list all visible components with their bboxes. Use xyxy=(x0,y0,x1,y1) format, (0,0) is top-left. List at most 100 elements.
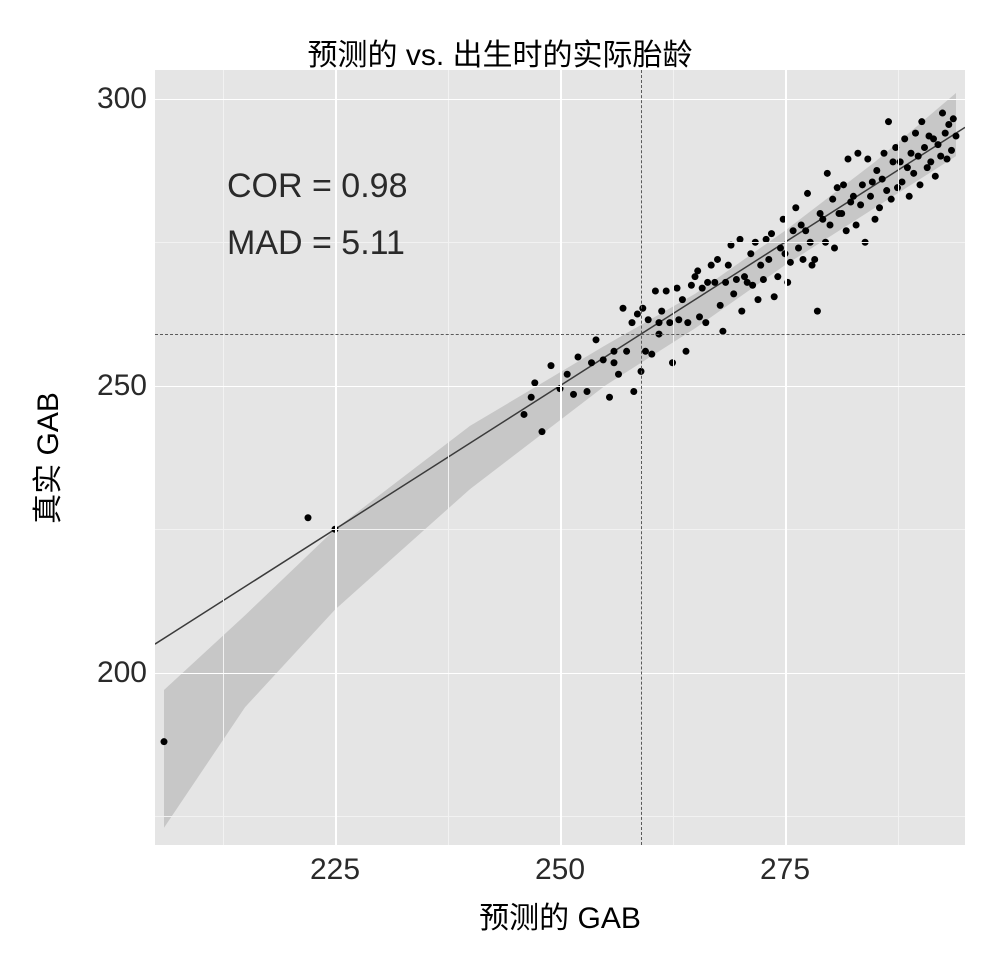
data-point xyxy=(620,305,627,312)
data-point xyxy=(696,313,703,320)
data-point xyxy=(811,256,818,263)
data-point xyxy=(834,184,841,191)
data-point xyxy=(688,282,695,289)
data-point xyxy=(161,738,168,745)
data-point xyxy=(829,196,836,203)
grid-major-v xyxy=(560,70,562,845)
data-point xyxy=(908,150,915,157)
data-point xyxy=(881,150,888,157)
data-point xyxy=(738,308,745,315)
data-point xyxy=(600,356,607,363)
data-point xyxy=(658,308,665,315)
y-tick-label: 300 xyxy=(97,82,147,116)
data-point xyxy=(714,256,721,263)
data-point xyxy=(824,170,831,177)
data-point xyxy=(888,196,895,203)
data-point xyxy=(921,144,928,151)
data-point xyxy=(885,118,892,125)
data-point xyxy=(859,181,866,188)
data-point xyxy=(615,371,622,378)
data-point xyxy=(790,227,797,234)
data-point xyxy=(787,259,794,266)
data-point xyxy=(675,316,682,323)
data-point xyxy=(548,362,555,369)
data-point xyxy=(679,296,686,303)
data-point xyxy=(904,164,911,171)
data-point xyxy=(927,158,934,165)
data-point xyxy=(674,285,681,292)
data-point xyxy=(814,308,821,315)
annotation-cor: COR = 0.98 xyxy=(227,167,407,206)
data-point xyxy=(953,133,960,140)
data-point xyxy=(935,141,942,148)
data-point xyxy=(774,273,781,280)
y-axis-label: 真实 GAB xyxy=(23,392,67,524)
data-point xyxy=(634,310,641,317)
data-point xyxy=(948,147,955,154)
data-point xyxy=(918,118,925,125)
data-point xyxy=(857,201,864,208)
data-point xyxy=(749,282,756,289)
data-point xyxy=(629,319,636,326)
data-point xyxy=(845,155,852,162)
data-point xyxy=(642,348,649,355)
data-point xyxy=(899,178,906,185)
data-point xyxy=(564,371,571,378)
data-point xyxy=(800,256,807,263)
data-point xyxy=(867,193,874,200)
data-point xyxy=(584,388,591,395)
data-point xyxy=(708,262,715,269)
data-point xyxy=(539,428,546,435)
data-point xyxy=(819,216,826,223)
data-point xyxy=(937,153,944,160)
data-point xyxy=(912,130,919,137)
data-point xyxy=(838,210,845,217)
data-point xyxy=(850,193,857,200)
data-point xyxy=(521,411,528,418)
data-point xyxy=(939,110,946,117)
data-point xyxy=(883,187,890,194)
grid-major-h xyxy=(155,673,965,675)
grid-minor-v xyxy=(898,70,899,845)
data-point xyxy=(648,351,655,358)
data-point xyxy=(932,173,939,180)
data-point xyxy=(528,394,535,401)
data-point xyxy=(843,227,850,234)
data-point xyxy=(683,348,690,355)
data-point xyxy=(760,276,767,283)
x-tick-label: 250 xyxy=(535,853,585,887)
data-point xyxy=(795,244,802,251)
data-point xyxy=(717,302,724,309)
y-tick-label: 250 xyxy=(97,369,147,403)
grid-minor-v xyxy=(448,70,449,845)
data-point xyxy=(771,293,778,300)
grid-major-h xyxy=(155,99,965,101)
data-point xyxy=(611,359,618,366)
data-point xyxy=(917,181,924,188)
data-point xyxy=(747,250,754,257)
data-point xyxy=(831,244,838,251)
data-point xyxy=(611,348,618,355)
data-point xyxy=(876,204,883,211)
data-point xyxy=(792,204,799,211)
y-tick-label: 200 xyxy=(97,656,147,690)
data-point xyxy=(704,279,711,286)
data-point xyxy=(684,319,691,326)
data-point xyxy=(840,181,847,188)
figure-container: 预测的 vs. 出生时的实际胎龄 预测的 GAB 真实 GAB 22525027… xyxy=(0,0,1000,959)
data-point xyxy=(777,244,784,251)
data-point xyxy=(623,348,630,355)
data-point xyxy=(798,222,805,229)
x-tick-label: 275 xyxy=(760,853,810,887)
data-point xyxy=(910,170,917,177)
data-point xyxy=(854,150,861,157)
data-point xyxy=(768,230,775,237)
data-point xyxy=(702,319,709,326)
data-point xyxy=(755,296,762,303)
data-point xyxy=(864,155,871,162)
data-point xyxy=(663,288,670,295)
data-point xyxy=(950,115,957,122)
data-point xyxy=(879,176,886,183)
data-point xyxy=(656,319,663,326)
grid-minor-v xyxy=(223,70,224,845)
